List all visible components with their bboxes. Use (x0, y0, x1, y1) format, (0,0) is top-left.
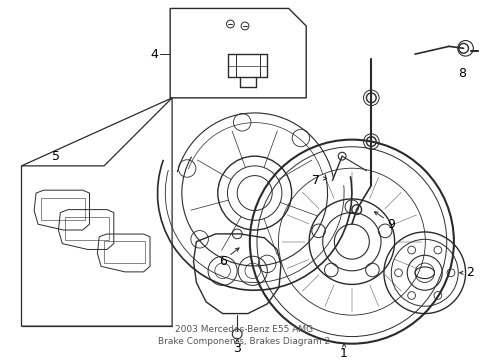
Text: 7: 7 (311, 174, 319, 187)
Text: 6: 6 (218, 255, 226, 267)
Text: 9: 9 (386, 218, 394, 231)
Text: 3: 3 (233, 342, 241, 355)
Text: 2003 Mercedes-Benz E55 AMG
Brake Components, Brakes Diagram 2: 2003 Mercedes-Benz E55 AMG Brake Compone… (158, 325, 330, 346)
Text: 1: 1 (340, 347, 347, 360)
Text: 5: 5 (51, 150, 60, 163)
Polygon shape (170, 9, 305, 98)
Text: 8: 8 (457, 67, 465, 80)
Text: 4: 4 (150, 48, 158, 60)
Text: 2: 2 (466, 266, 473, 279)
